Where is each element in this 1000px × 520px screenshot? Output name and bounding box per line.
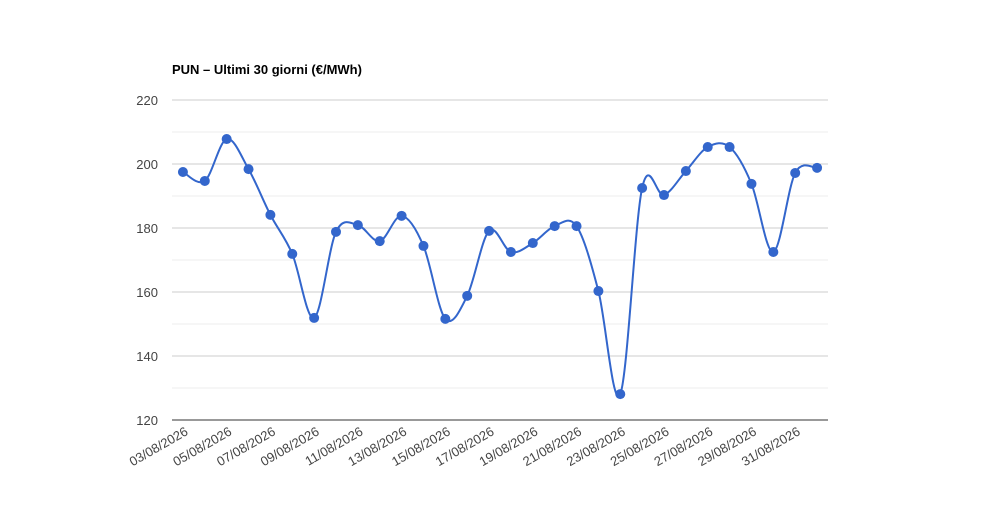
data-point: [396, 210, 407, 221]
data-point: [177, 167, 188, 177]
y-tick-label: 120: [136, 413, 158, 428]
data-point: [484, 225, 495, 236]
data-point: [265, 209, 276, 220]
y-tick-label: 200: [136, 157, 158, 172]
data-point: [680, 166, 691, 177]
y-tick-label: 160: [136, 285, 158, 300]
data-point: [418, 240, 429, 251]
data-point: [331, 226, 341, 237]
y-tick-label: 180: [136, 221, 158, 236]
data-point: [549, 221, 560, 232]
data-point: [571, 221, 582, 232]
data-point: [505, 247, 516, 257]
data-point: [768, 247, 779, 257]
y-tick-label: 220: [136, 93, 158, 108]
data-point: [812, 162, 823, 173]
data-point: [724, 142, 735, 153]
data-point: [199, 175, 210, 186]
data-point: [462, 290, 473, 301]
series-line: [182, 138, 818, 398]
data-point: [352, 220, 363, 231]
data-point: [243, 164, 254, 175]
data-point: [659, 190, 669, 201]
data-point: [746, 178, 757, 189]
data-point: [221, 134, 232, 145]
data-point: [790, 167, 801, 178]
chart-title: PUN – Ultimi 30 giorni (€/MWh): [172, 62, 362, 77]
data-point: [593, 286, 604, 297]
data-point: [702, 142, 713, 153]
y-tick-label: 140: [136, 349, 158, 364]
data-point: [637, 183, 648, 193]
data-point: [287, 248, 298, 259]
data-point: [615, 389, 626, 400]
data-point: [374, 236, 385, 247]
data-point: [527, 238, 538, 249]
data-point: [309, 312, 320, 323]
data-point: [440, 313, 451, 324]
